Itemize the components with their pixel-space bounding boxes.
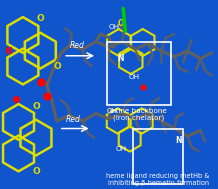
Text: N: N [175,136,182,145]
Text: Red: Red [66,115,80,124]
Text: O: O [36,14,44,23]
Text: heme ligand reducing metHb &
inhibiting β-hematin formation: heme ligand reducing metHb & inhibiting … [106,173,210,186]
Text: N: N [4,46,11,56]
Text: O: O [32,167,40,176]
Text: Red: Red [70,41,85,50]
Text: OH: OH [109,24,120,30]
Text: oxine backbone
(iron chelator): oxine backbone (iron chelator) [110,108,167,121]
Text: O: O [54,62,62,71]
Text: OH: OH [128,74,140,81]
Text: N: N [118,54,124,63]
Text: OH: OH [115,146,127,152]
Text: O: O [32,102,40,111]
Text: O: O [118,19,124,28]
Text: OH: OH [107,108,118,114]
